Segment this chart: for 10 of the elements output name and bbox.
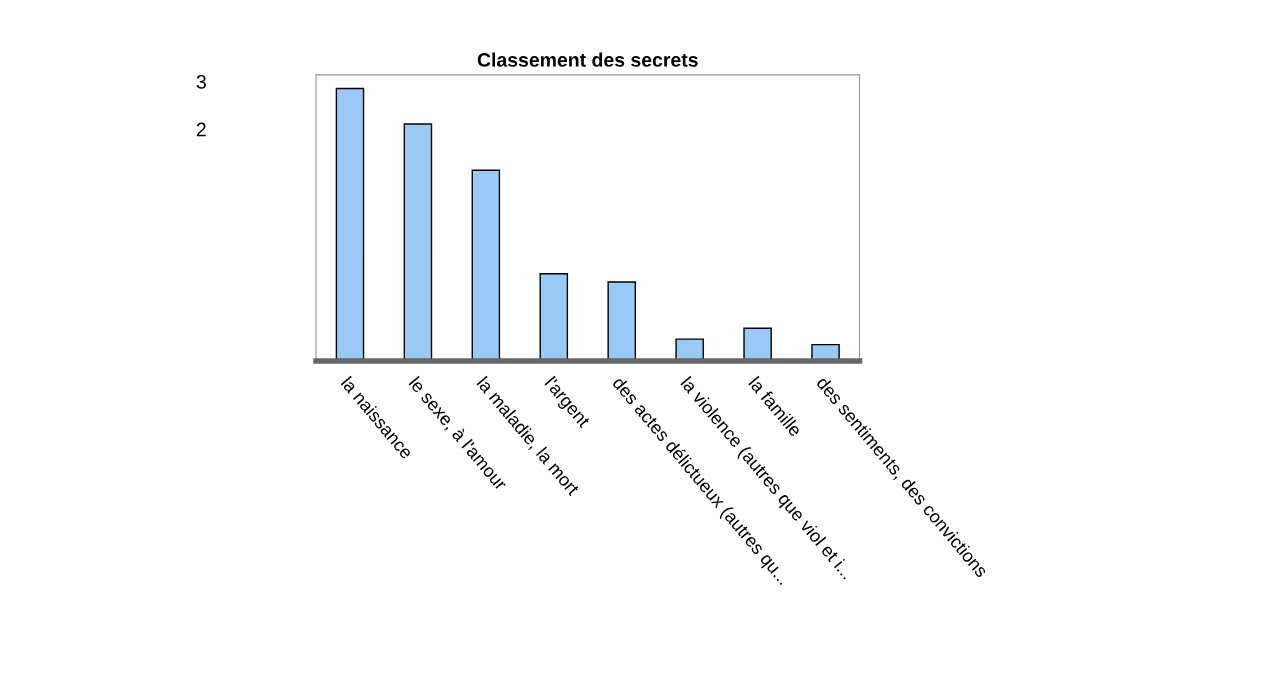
bar: [335, 87, 365, 361]
bar: [743, 327, 772, 361]
bar: [471, 169, 501, 361]
text: 2: [196, 122, 206, 137]
text: 3: [196, 74, 206, 89]
chart-title: Classement des secrets: [477, 52, 698, 67]
bar: [539, 273, 569, 361]
bar: [607, 281, 637, 361]
bar: [675, 338, 704, 361]
bar: [403, 123, 433, 361]
